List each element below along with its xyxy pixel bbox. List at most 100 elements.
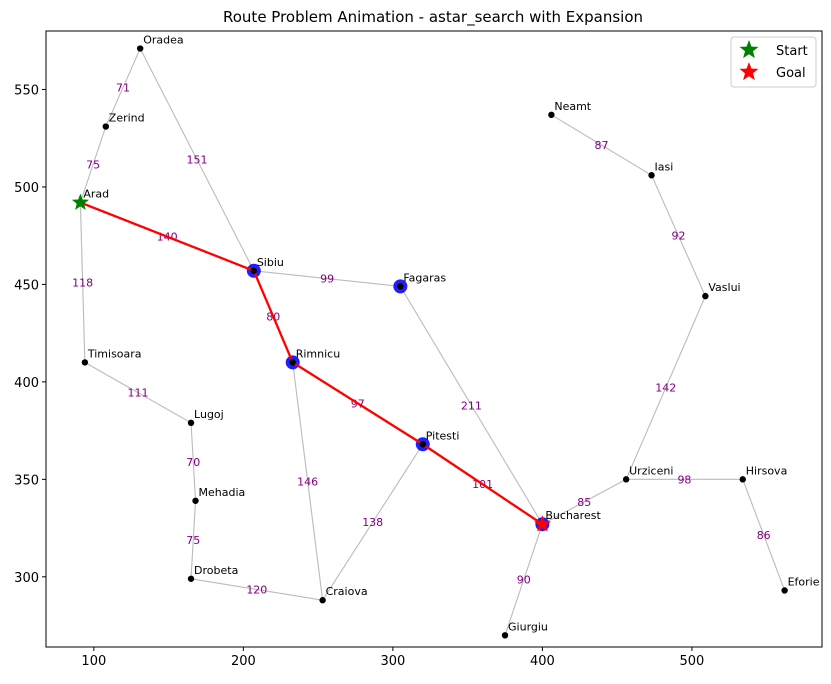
- node-label-neamt: Neamt: [554, 100, 591, 113]
- path-layer: [79, 201, 544, 526]
- node-giurgiu: [501, 632, 509, 639]
- edge-timisoara-lugoj: [84, 361, 192, 424]
- edge-cost-label-timisoara-lugoj: 111: [127, 387, 148, 400]
- node-sibiu: [250, 267, 258, 274]
- edge-bucharest-urziceni: [542, 478, 627, 525]
- axes-frame: [45, 30, 823, 648]
- node-eforie: [781, 587, 788, 594]
- x-tick-label-400: 400: [530, 654, 555, 669]
- node-timisoara: [81, 359, 89, 366]
- start-goal-layer: [71, 193, 551, 532]
- legend: Start Goal: [730, 36, 817, 88]
- goal-marker: [533, 515, 551, 532]
- legend-goal-label: Goal: [776, 66, 806, 81]
- edge-cost-label-zerind-oradea: 71: [116, 82, 130, 95]
- node-label-iasi: Iasi: [655, 160, 674, 173]
- node-vaslui: [702, 292, 709, 300]
- edge-arad-zerind: [79, 126, 107, 203]
- node-pitesti: [419, 441, 426, 448]
- edge-hirsova-eforie: [742, 479, 786, 591]
- node-label-timisoara: Timisoara: [87, 347, 142, 360]
- node-craiova: [319, 597, 326, 604]
- node-label-giurgiu: Giurgiu: [508, 620, 548, 633]
- edge-cost-label-mehadia-drobeta: 75: [186, 534, 200, 547]
- path-segment-sibiu-rimnicu: [252, 269, 294, 364]
- y-tick-label-350: 350: [14, 473, 39, 488]
- y-tick-label-300: 300: [14, 571, 39, 586]
- edge-cost-label-hirsova-eforie: 86: [757, 529, 771, 542]
- edge-cost-label-sibiu-fagaras: 99: [320, 273, 334, 286]
- edge-vaslui-iasi: [651, 175, 706, 297]
- edge-arad-timisoara: [79, 202, 86, 363]
- node-neamt: [548, 111, 555, 119]
- node-lugoj: [187, 419, 195, 427]
- edge-mehadia-drobeta: [190, 500, 197, 579]
- node-urziceni: [622, 476, 630, 483]
- node-label-pitesti: Pitesti: [426, 429, 460, 442]
- node-mehadia: [192, 497, 199, 504]
- edge-oradea-sibiu: [139, 48, 255, 272]
- legend-start-marker: [739, 40, 759, 59]
- node-rimnicu: [289, 359, 296, 366]
- edge-rimnicu-craiova: [292, 362, 324, 601]
- node-label-eforie: Eforie: [788, 575, 820, 588]
- axes-layer: 100 200 300 400 500 300 350 400 450 500 550: [14, 30, 823, 669]
- edge-cost-label-drobeta-craiova: 120: [246, 583, 267, 596]
- edge-cost-label-bucharest-urziceni: 85: [577, 496, 591, 509]
- edge-iasi-neamt: [551, 114, 652, 176]
- node-hirsova: [739, 476, 746, 483]
- edge-cost-label-fagaras-bucharest: 211: [461, 399, 482, 412]
- edge-bucharest-giurgiu: [504, 524, 543, 636]
- node-label-sibiu: Sibiu: [257, 256, 284, 269]
- legend-goal-marker: [739, 62, 759, 81]
- edge-cost-label-oradea-sibiu: 151: [187, 154, 208, 167]
- start-marker: [71, 193, 89, 210]
- x-tick-label-100: 100: [81, 654, 106, 669]
- node-label-arad: Arad: [83, 188, 109, 201]
- node-label-craiova: Craiova: [326, 585, 368, 598]
- node-label-fagaras: Fagaras: [403, 271, 446, 284]
- node-label-hirsova: Hirsova: [746, 464, 788, 477]
- node-label-oradea: Oradea: [143, 34, 183, 47]
- legend-start-label: Start: [776, 44, 808, 59]
- edge-lugoj-mehadia: [190, 422, 197, 501]
- edge-zerind-oradea: [105, 48, 141, 127]
- path-segment-rimnicu-pitesti: [291, 361, 424, 446]
- y-tick-label-450: 450: [14, 278, 39, 293]
- x-tick-label-500: 500: [680, 654, 705, 669]
- node-label-zerind: Zerind: [109, 112, 145, 125]
- node-label-rimnicu: Rimnicu: [296, 347, 340, 360]
- edge-cost-label-craiova-pitesti: 138: [362, 516, 383, 529]
- edge-drobeta-craiova: [190, 578, 323, 601]
- node-label-bucharest: Bucharest: [545, 509, 601, 522]
- edge-cost-label-arad-zerind: 75: [86, 159, 100, 172]
- path-segment-pitesti-bucharest: [421, 443, 544, 526]
- node-label-lugoj: Lugoj: [194, 408, 224, 421]
- y-tick-label-400: 400: [14, 376, 39, 391]
- y-tick-label-550: 550: [14, 83, 39, 98]
- edge-cost-label-urziceni-hirsova: 98: [677, 473, 691, 486]
- edge-cost-label-bucharest-giurgiu: 90: [517, 574, 531, 587]
- node-label-vaslui: Vaslui: [708, 281, 740, 294]
- edge-cost-label-urziceni-vaslui: 142: [655, 382, 676, 395]
- node-drobeta: [187, 575, 195, 582]
- node-label-drobeta: Drobeta: [194, 564, 238, 577]
- path-segment-arad-sibiu: [79, 201, 255, 272]
- edge-cost-label-lugoj-mehadia: 70: [186, 456, 200, 469]
- node-labels-layer: Arad Bucharest Craiova Drobeta Eforie Fagaras…: [83, 34, 819, 634]
- node-fagaras: [397, 283, 404, 290]
- node-iasi: [648, 172, 655, 179]
- node-zerind: [102, 123, 110, 130]
- node-label-urziceni: Urziceni: [629, 464, 673, 477]
- edge-craiova-pitesti: [322, 443, 424, 601]
- node-oradea: [136, 45, 144, 52]
- edge-urziceni-vaslui: [625, 295, 706, 480]
- edge-cost-label-iasi-neamt: 87: [594, 139, 608, 152]
- edge-cost-label-arad-timisoara: 118: [72, 276, 93, 289]
- chart-title: Route Problem Animation - astar_search w…: [223, 8, 643, 27]
- edge-sibiu-fagaras: [253, 270, 401, 287]
- edge-cost-label-vaslui-iasi: 92: [671, 230, 685, 243]
